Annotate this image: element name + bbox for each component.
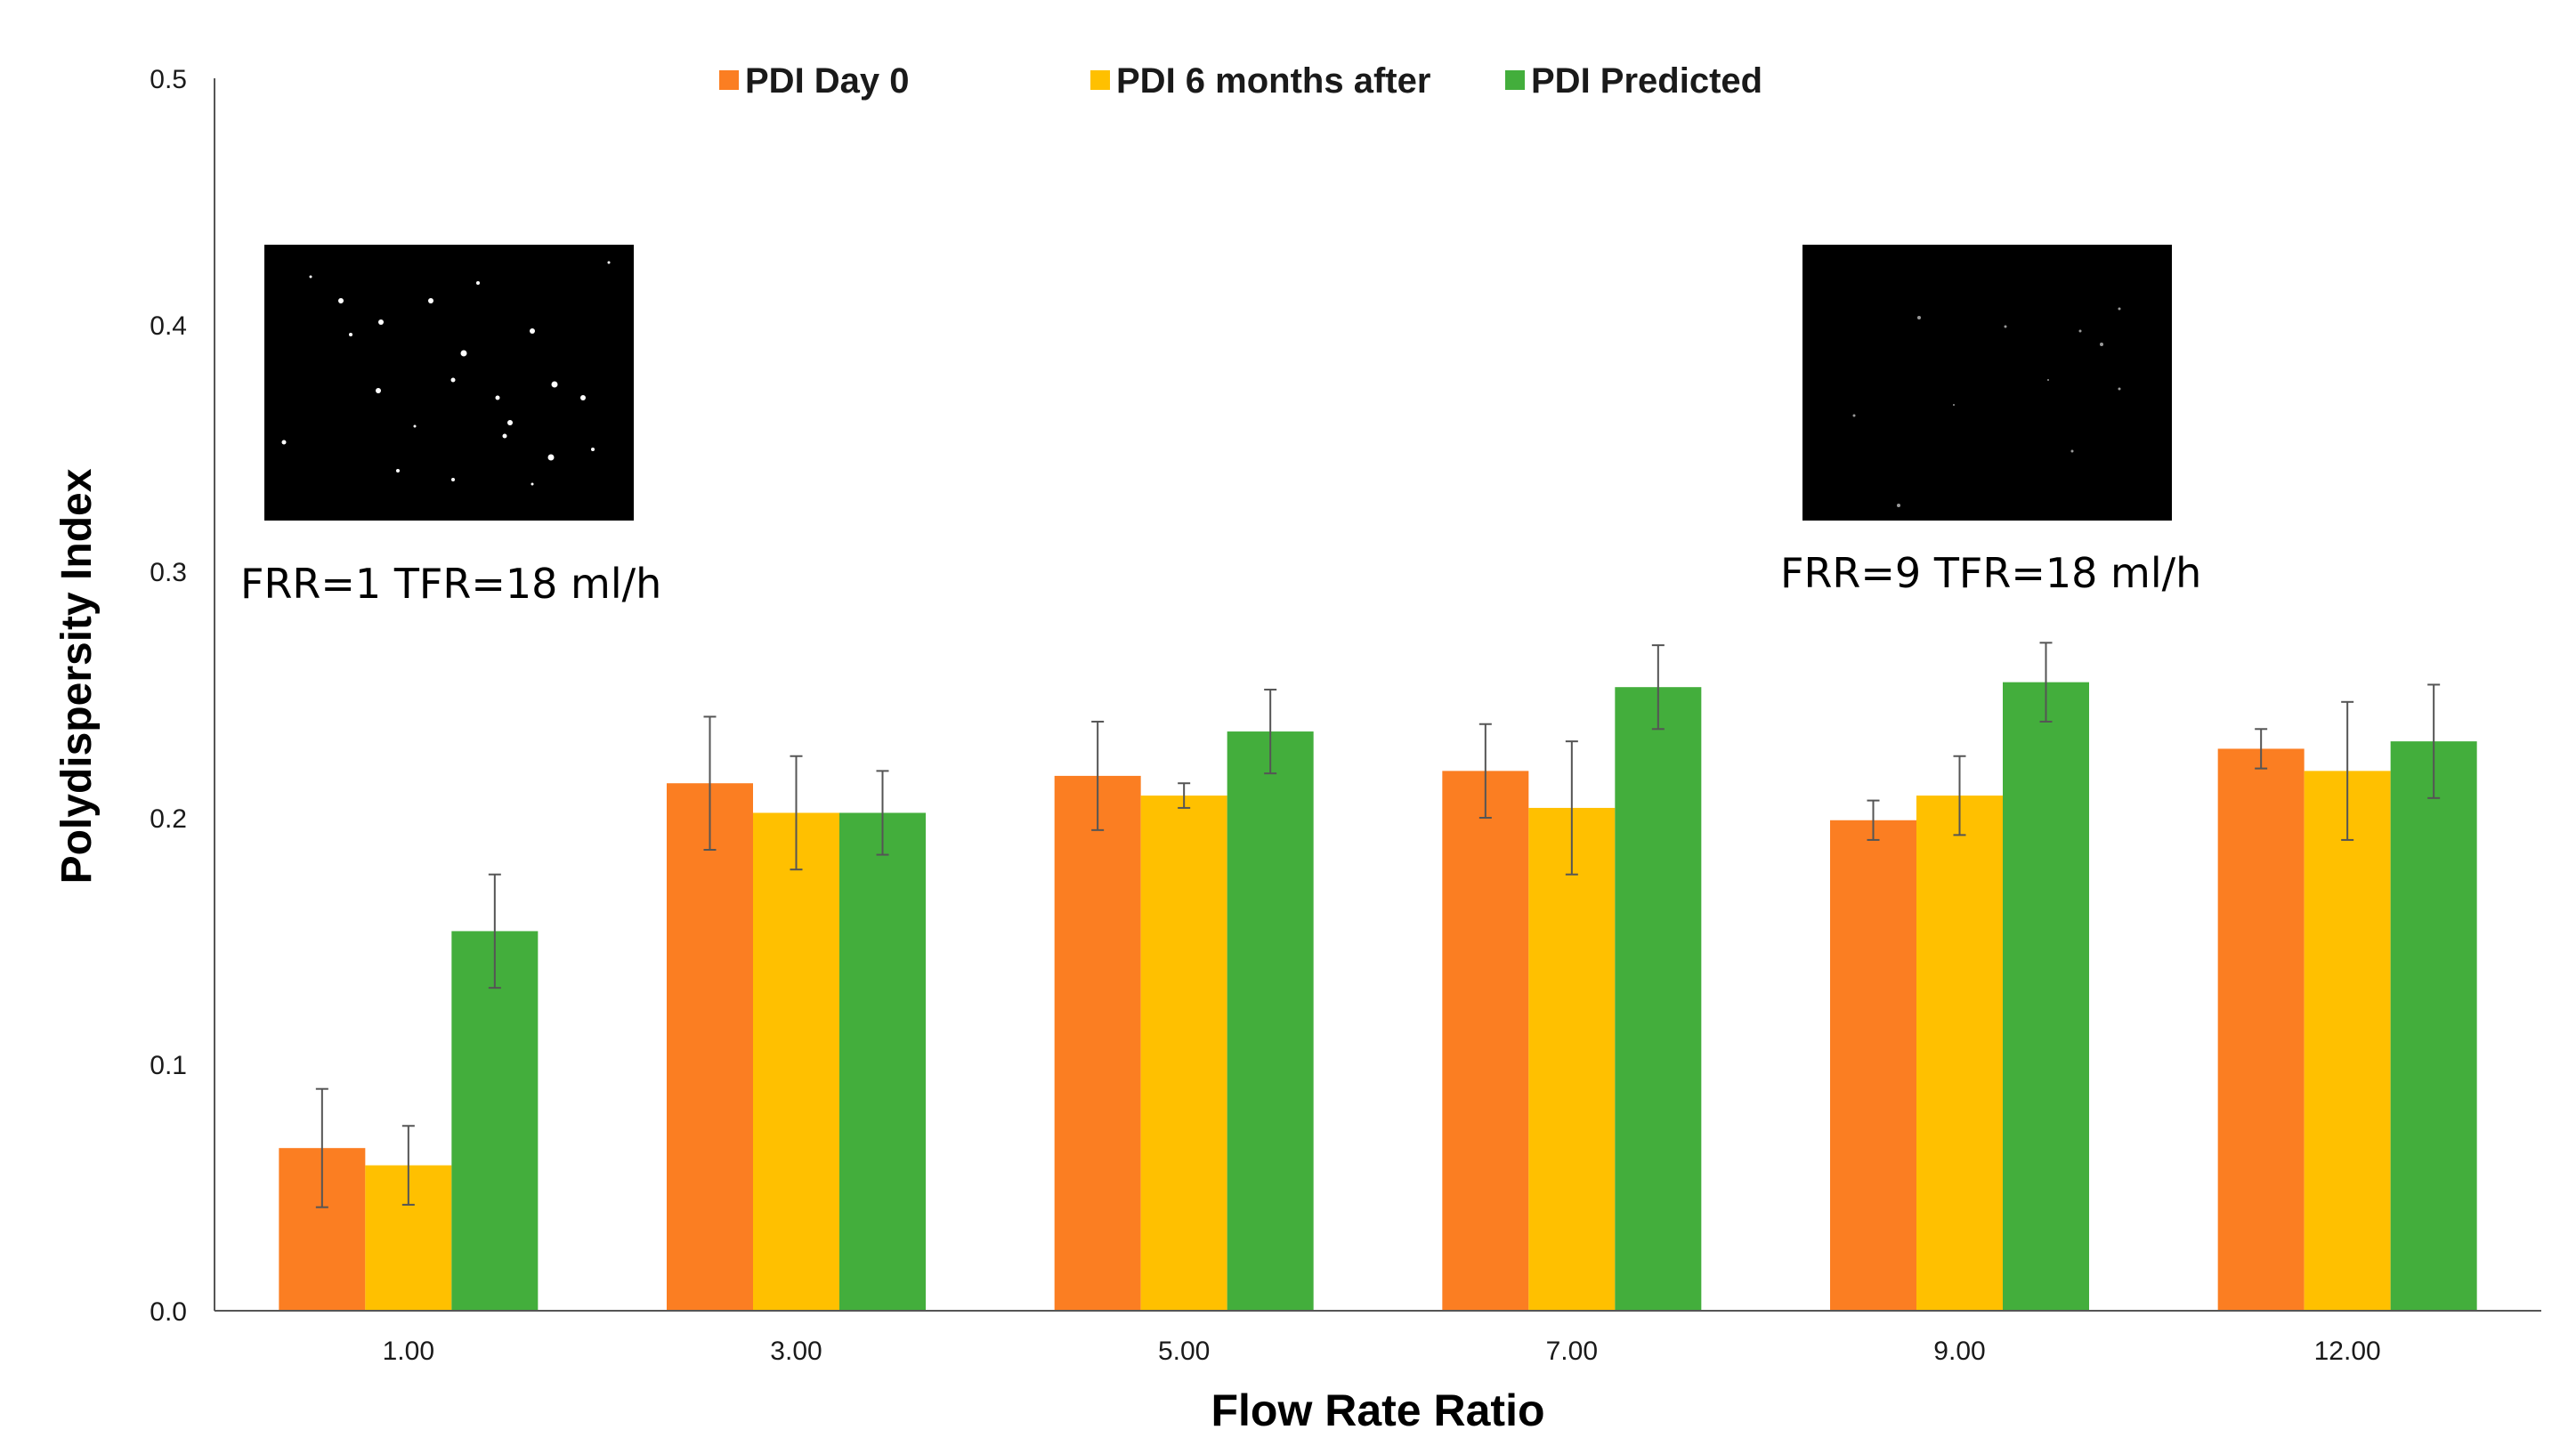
legend: PDI Day 0 PDI 6 months after PDI Predicted (719, 61, 1762, 101)
y-axis-ticks: 0.0 0.1 0.2 0.3 0.4 0.5 (150, 65, 187, 1327)
inset-label-frr9: FRR=9 TFR=18 ml/h (1780, 549, 2201, 597)
y-tick-label: 0.3 (150, 558, 187, 587)
inset-image-frr1-background (264, 245, 634, 521)
x-tick-label: 7.00 (1546, 1337, 1598, 1366)
y-tick-label: 0.5 (150, 65, 187, 94)
bar (1141, 796, 1227, 1311)
bar (1615, 687, 1701, 1311)
bar (2391, 741, 2477, 1311)
x-tick-label: 1.00 (383, 1337, 434, 1366)
bar (1830, 820, 1916, 1311)
bar (1055, 776, 1141, 1311)
bar (1528, 808, 1615, 1311)
x-tick-label: 5.00 (1158, 1337, 1210, 1366)
y-tick-label: 0.2 (150, 804, 187, 834)
legend-swatch (1505, 70, 1525, 90)
bar (1227, 731, 1314, 1311)
legend-label: PDI Predicted (1531, 61, 1762, 101)
error-bars-layer (316, 642, 2440, 1207)
bar (2003, 683, 2089, 1311)
inset-image-frr1 (264, 245, 634, 521)
bars-layer (279, 683, 2476, 1311)
legend-label: PDI 6 months after (1116, 61, 1430, 101)
bar (667, 783, 753, 1311)
bar (2218, 748, 2305, 1311)
bar (2305, 771, 2391, 1311)
legend-swatch (1090, 70, 1110, 90)
x-axis-title: Flow Rate Ratio (1211, 1385, 1544, 1435)
inset-image-frr9-background (1802, 245, 2172, 521)
bar (1442, 771, 1528, 1311)
y-tick-label: 0.1 (150, 1051, 187, 1080)
inset-image-frr9 (1802, 245, 2172, 521)
y-tick-label: 0.0 (150, 1297, 187, 1327)
inset-label-frr1: FRR=1 TFR=18 ml/h (240, 560, 661, 608)
y-tick-label: 0.4 (150, 311, 187, 341)
legend-swatch (719, 70, 739, 90)
bar (753, 812, 839, 1311)
x-tick-label: 3.00 (770, 1337, 822, 1366)
bar (839, 812, 926, 1311)
y-axis-title: Polydispersity Index (53, 468, 101, 884)
x-tick-label: 9.00 (1933, 1337, 1985, 1366)
x-tick-label: 12.00 (2314, 1337, 2381, 1366)
legend-label: PDI Day 0 (745, 61, 910, 101)
bar (1916, 796, 2003, 1311)
x-axis-ticks: 1.00 3.00 5.00 7.00 9.00 12.00 (383, 1337, 2381, 1366)
